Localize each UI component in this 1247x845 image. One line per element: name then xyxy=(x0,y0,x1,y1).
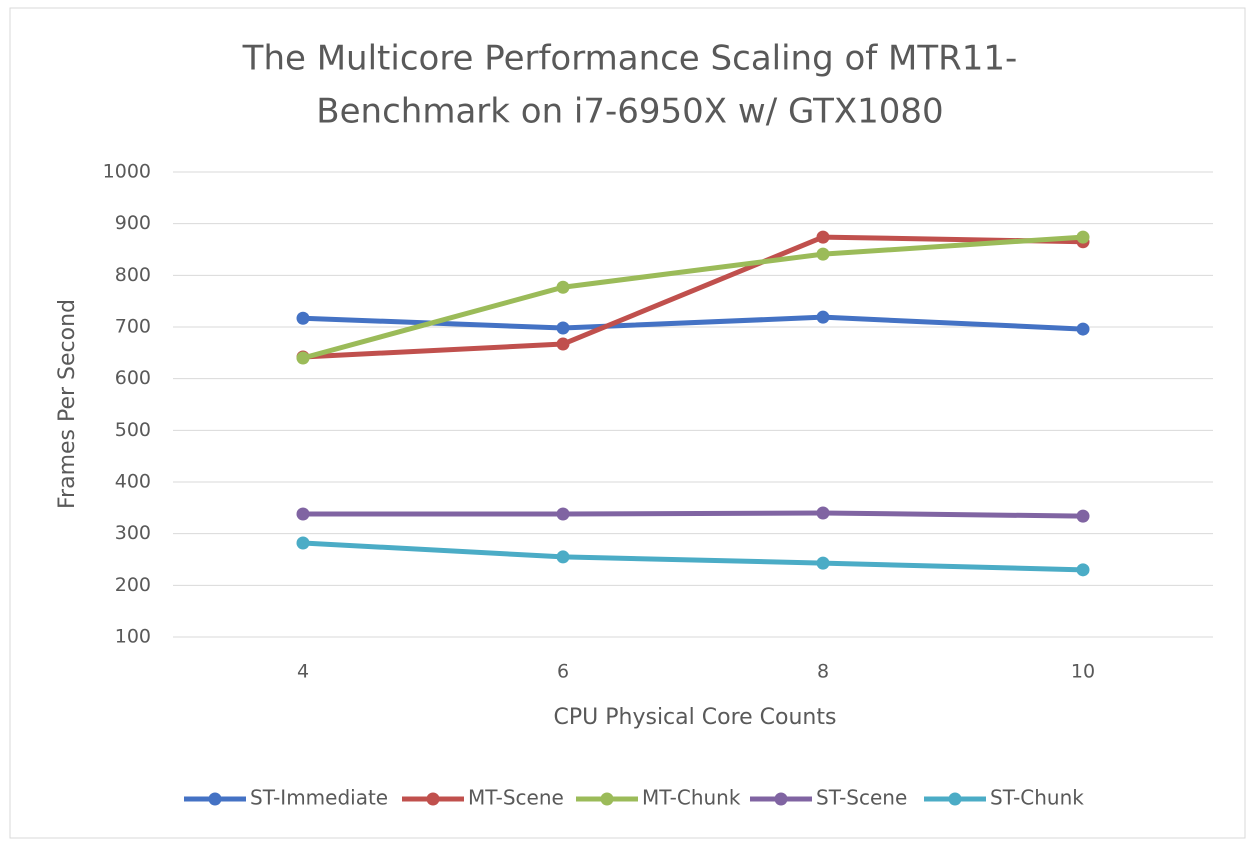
legend-marker xyxy=(948,792,962,806)
legend-label: ST-Scene xyxy=(816,786,907,810)
data-point xyxy=(1076,230,1090,244)
series-line xyxy=(302,234,1084,360)
legend-label: ST-Immediate xyxy=(250,786,388,810)
data-point xyxy=(1076,509,1090,523)
legend-marker xyxy=(774,792,788,806)
data-point xyxy=(556,280,570,294)
series-line xyxy=(302,234,1084,361)
data-point xyxy=(816,247,830,261)
data-point xyxy=(296,311,310,325)
legend-label: ST-Chunk xyxy=(990,786,1084,810)
data-point xyxy=(556,550,570,564)
y-tick-label: 100 xyxy=(115,626,151,648)
data-point xyxy=(1076,322,1090,336)
data-point xyxy=(556,321,570,335)
legend-label: MT-Scene xyxy=(468,786,564,810)
legend-marker xyxy=(208,792,222,806)
x-tick-label: 8 xyxy=(817,661,829,683)
chart-title: The Multicore Performance Scaling of MTR… xyxy=(242,39,1018,79)
legend-marker xyxy=(426,792,440,806)
y-tick-label: 600 xyxy=(115,367,151,389)
chart-title: Benchmark on i7-6950X w/ GTX1080 xyxy=(316,92,943,132)
data-point xyxy=(816,556,830,570)
legend-label: MT-Chunk xyxy=(642,786,741,810)
y-tick-label: 300 xyxy=(115,522,151,544)
y-tick-label: 1000 xyxy=(103,161,151,183)
y-tick-label: 500 xyxy=(115,419,151,441)
series-line xyxy=(303,510,1084,519)
data-point xyxy=(296,507,310,521)
series-line xyxy=(302,540,1084,573)
data-point xyxy=(556,507,570,521)
data-point xyxy=(296,351,310,365)
y-tick-label: 700 xyxy=(115,316,151,338)
y-axis-label: Frames Per Second xyxy=(55,299,80,509)
y-tick-label: 400 xyxy=(115,471,151,493)
data-point xyxy=(816,230,830,244)
y-tick-label: 200 xyxy=(115,574,151,596)
x-tick-label: 10 xyxy=(1071,661,1095,683)
data-point xyxy=(556,337,570,351)
legend-marker xyxy=(600,792,614,806)
data-point xyxy=(296,536,310,550)
y-tick-label: 800 xyxy=(115,264,151,286)
x-tick-label: 4 xyxy=(297,661,309,683)
chart-frame xyxy=(9,7,1246,839)
data-point xyxy=(816,310,830,324)
data-point xyxy=(1076,563,1090,577)
x-tick-label: 6 xyxy=(557,661,569,683)
x-axis-label: CPU Physical Core Counts xyxy=(554,705,837,730)
data-point xyxy=(816,506,830,520)
y-tick-label: 900 xyxy=(115,212,151,234)
